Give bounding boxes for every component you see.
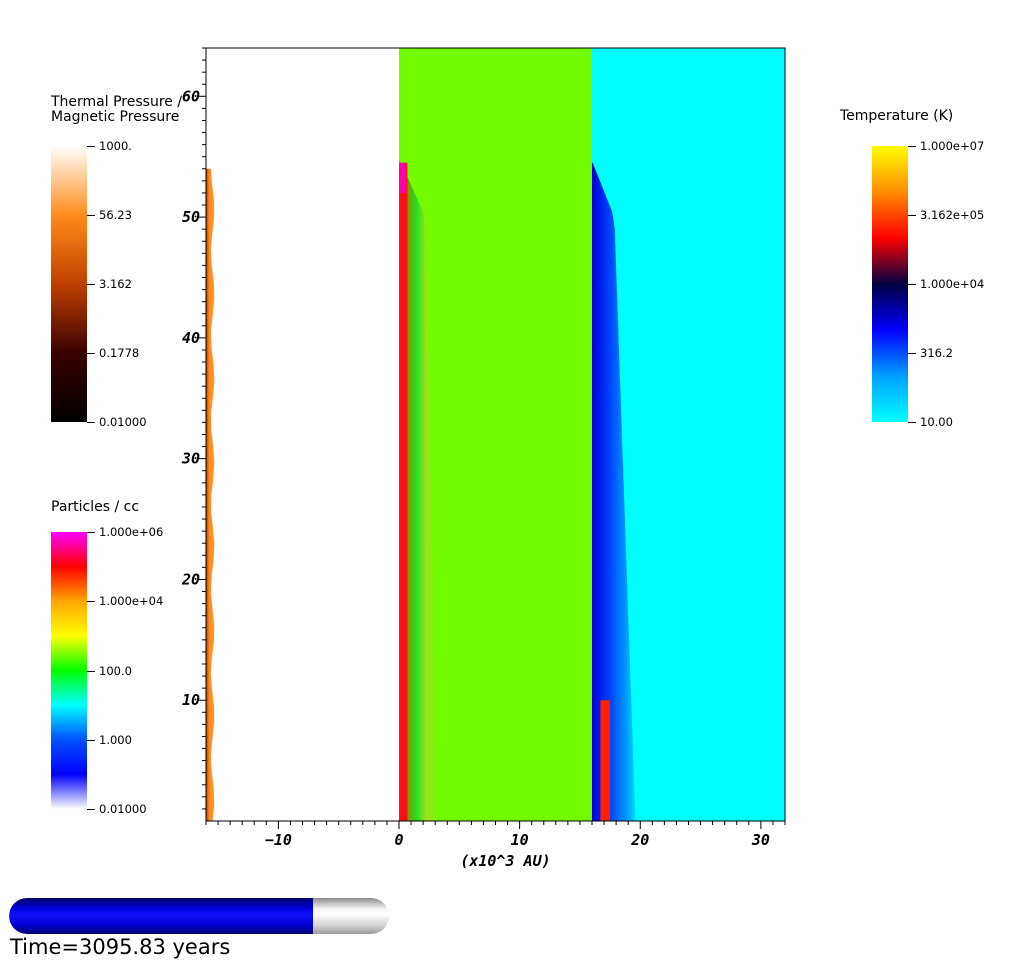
pressure-colorbar-tick: 1000. xyxy=(87,139,132,153)
pressure-colorbar-tick: 3.162 xyxy=(87,277,132,291)
x-axis-label: (x10^3 AU) xyxy=(460,852,550,870)
temperature-colorbar-tick: 1.000e+07 xyxy=(907,139,985,153)
pressure-legend-title: Thermal Pressure / Magnetic Pressure xyxy=(51,94,183,125)
time-label: Time=3095.83 years xyxy=(10,935,231,959)
pressure-colorbar xyxy=(51,146,87,422)
pressure-colorbar-tick: 56.23 xyxy=(87,208,132,222)
time-progress-fill xyxy=(9,898,313,934)
temperature-front xyxy=(592,162,636,821)
temperature-colorbar-tick: 3.162e+05 xyxy=(907,208,985,222)
x-tick-label: 0 xyxy=(394,831,403,849)
y-tick-label: 10 xyxy=(182,691,200,709)
density-colorbar-tick: 1.000 xyxy=(87,732,132,747)
temperature-colorbar-tick: 10.00 xyxy=(908,415,953,429)
temperature-colorbar-tick: 316.2 xyxy=(908,346,953,360)
pressure-colorbar-tick: 0.1778 xyxy=(86,346,140,360)
density-colorbar-tick: 0.01000 xyxy=(87,802,147,816)
y-tick-label: 50 xyxy=(182,208,200,226)
temperature-colorbar xyxy=(872,146,908,422)
x-tick-label: 30 xyxy=(751,831,770,849)
pressure-front xyxy=(206,168,215,821)
temperature-hot-spot xyxy=(600,700,611,821)
x-tick-label: 10 xyxy=(511,831,529,849)
y-tick-label: 60 xyxy=(182,87,200,105)
temperature-legend-title: Temperature (K) xyxy=(840,108,954,124)
x-tick-label: 20 xyxy=(630,831,649,849)
density-legend-title: Particles / cc xyxy=(51,499,140,515)
density-colorbar xyxy=(51,532,87,809)
panel-0 xyxy=(206,48,399,821)
x-tick-label: −10 xyxy=(265,831,292,849)
density-front-tip xyxy=(399,162,407,193)
y-tick-label: 30 xyxy=(181,450,200,468)
density-front xyxy=(399,162,438,821)
temperature-colorbar-tick: 1.000e+04 xyxy=(907,277,985,291)
density-colorbar-tick: 1.000e+04 xyxy=(86,594,164,609)
y-tick-label: 40 xyxy=(182,329,200,347)
density-colorbar-tick: 100.0 xyxy=(87,663,132,678)
density-front-core xyxy=(399,162,408,821)
time-progress-bar xyxy=(9,898,389,934)
density-colorbar-tick: 1.000e+06 xyxy=(86,525,164,539)
y-tick-label: 20 xyxy=(181,570,200,588)
pressure-colorbar-tick: 0.01000 xyxy=(87,415,147,429)
